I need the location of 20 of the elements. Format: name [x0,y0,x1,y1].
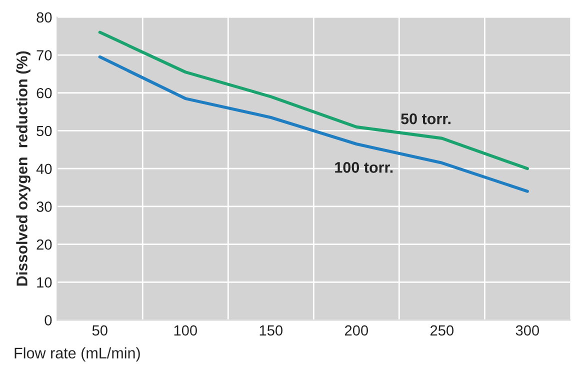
y-tick-label: 30 [36,202,52,212]
y-tick-label: 70 [36,50,52,60]
x-tick-label: 200 [344,325,368,336]
y-tick-label: 40 [36,164,52,174]
series-label: 50 torr. [401,113,450,124]
x-tick-label: 50 [92,325,108,336]
y-tick-label: 20 [36,239,52,250]
series-label: 100 torr. [335,162,393,173]
y-tick-label: 50 [36,126,52,136]
x-tick-label: 300 [516,325,540,336]
x-tick-label: 100 [174,325,197,336]
x-tick-label: 250 [430,325,454,336]
y-axis-title: Dissolved oxygen reduction (%) [16,51,30,286]
y-tick-label: 0 [44,315,52,326]
line-series [98,55,529,193]
y-tick-label: 10 [37,277,52,288]
x-axis-title: Flow rate (mL/min) [14,347,140,362]
y-tick-label: 80 [36,12,52,23]
x-tick-label: 150 [260,325,282,336]
y-tick-label: 60 [36,88,52,98]
